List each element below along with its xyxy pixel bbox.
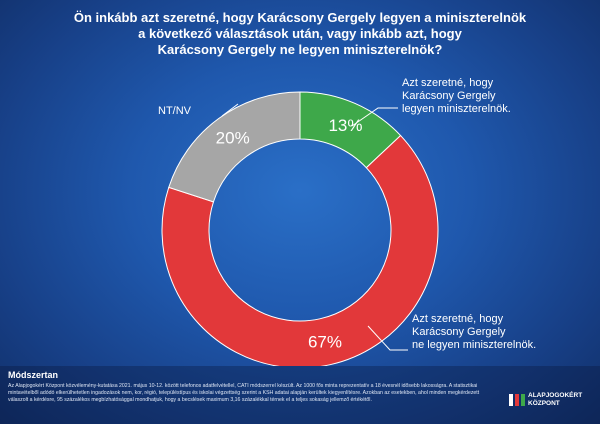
title-line-3: Karácsony Gergely ne legyen minisztereln… bbox=[157, 42, 443, 57]
donut-chart: 13% 67% 20% Azt szeretné, hogy Karácsony Ger… bbox=[158, 77, 536, 366]
slice-nt-nv bbox=[168, 91, 301, 203]
value-label-no: 67% bbox=[308, 333, 342, 352]
methodology-text: Az Alapjogokért Központ közvélemény-kuta… bbox=[8, 383, 480, 403]
methodology-heading: Módszertan bbox=[8, 370, 59, 380]
category-label-no: Azt szeretné, hogy Karácsony Gergely ne le… bbox=[412, 313, 536, 351]
callout-line-nt-nv bbox=[221, 103, 239, 117]
title-line-1: Ön inkább azt szeretné, hogy Karácsony G… bbox=[73, 10, 527, 25]
chart-title: Ön inkább azt szeretné, hogy Karácsony G… bbox=[60, 10, 540, 58]
callout-line-yes bbox=[351, 107, 398, 127]
organization-logo: ALAPJOGOKÉRT KÖZPONT bbox=[508, 389, 598, 413]
callout-line-no bbox=[367, 325, 408, 351]
value-label-nt-nv: 20% bbox=[216, 128, 250, 147]
category-label-yes: Azt szeretné, hogy Karácsony Gergely legye… bbox=[402, 77, 511, 115]
logo-icon bbox=[509, 394, 525, 406]
logo-line-1: ALAPJOGOKÉRT bbox=[528, 392, 583, 399]
value-label-yes: 13% bbox=[328, 116, 362, 135]
slice-no bbox=[161, 134, 439, 366]
footer-panel bbox=[0, 366, 600, 424]
logo-line-2: KÖZPONT bbox=[528, 400, 560, 407]
category-label-nt-nv: NT/NV bbox=[158, 105, 192, 117]
title-line-2: a következő választások után, vagy inkáb… bbox=[138, 26, 462, 41]
